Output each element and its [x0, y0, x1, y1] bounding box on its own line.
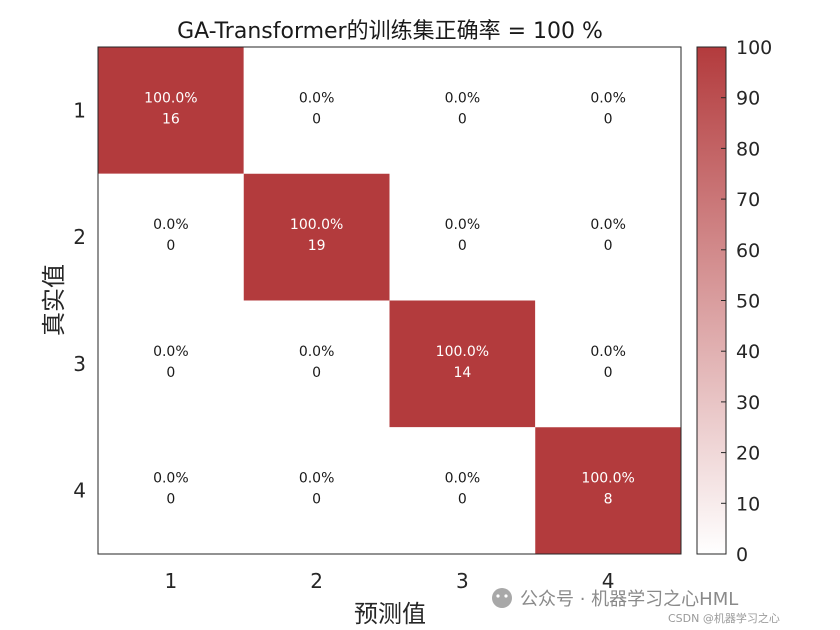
x-axis-label: 预测值	[354, 600, 426, 628]
wechat-icon-eye-right	[504, 594, 508, 598]
heatmap-cell	[243, 427, 390, 554]
colorbar-tick-label: 30	[736, 392, 760, 414]
watermark-subtext: CSDN @机器学习之心	[668, 611, 780, 625]
colorbar-tick-label: 70	[736, 189, 760, 211]
colorbar-tick-label: 80	[736, 138, 760, 160]
cell-percent-label: 0.0%	[445, 217, 481, 233]
cell-percent-label: 0.0%	[153, 217, 189, 233]
wechat-icon	[492, 588, 512, 608]
cell-percent-label: 0.0%	[299, 344, 335, 360]
heatmap-cell	[243, 47, 390, 174]
colorbar-tick-label: 10	[736, 493, 760, 515]
cell-count-label: 16	[162, 111, 180, 127]
watermark-text: 公众号 · 机器学习之心HML	[520, 589, 738, 610]
cell-count-label: 0	[166, 238, 175, 254]
y-tick-labels: 1 2 3 4	[73, 98, 86, 502]
heatmap-cell	[98, 47, 244, 174]
cell-count-label: 0	[458, 492, 467, 508]
cell-count-label: 0	[604, 111, 613, 127]
cell-percent-label: 100.0%	[290, 217, 343, 233]
cell-count-label: 0	[604, 365, 613, 381]
heatmap-cell	[535, 300, 681, 428]
cell-percent-label: 0.0%	[590, 90, 626, 106]
heatmap-cell	[535, 427, 681, 554]
chart-title: GA-Transformer的训练集正确率 = 100 %	[177, 19, 603, 44]
y-tick-label: 4	[73, 479, 86, 503]
cell-percent-label: 0.0%	[590, 344, 626, 360]
x-tick-label: 1	[165, 569, 178, 593]
colorbar-tick-label: 40	[736, 341, 760, 363]
colorbar-tick-label: 20	[736, 443, 760, 465]
plot-frame	[97, 46, 682, 555]
cell-count-label: 19	[308, 238, 326, 254]
heatmap-cell	[389, 47, 536, 174]
colorbar-tick-label: 100	[736, 37, 772, 59]
cell-percent-label: 0.0%	[299, 471, 335, 487]
cell-count-label: 0	[458, 238, 467, 254]
y-axis-label: 真实值	[40, 264, 68, 336]
cell-percent-label: 0.0%	[590, 217, 626, 233]
x-tick-labels: 1 2 3 4	[165, 569, 615, 593]
y-tick-label: 1	[73, 98, 86, 122]
x-tick-label: 4	[602, 569, 615, 593]
heatmap-cell	[389, 173, 536, 301]
cell-count-label: 0	[604, 238, 613, 254]
cell-percent-label: 0.0%	[153, 471, 189, 487]
cell-count-label: 0	[166, 365, 175, 381]
heatmap-cell	[98, 427, 244, 554]
cell-percent-label: 100.0%	[581, 471, 634, 487]
heatmap-cell	[98, 173, 244, 301]
cell-percent-label: 0.0%	[445, 90, 481, 106]
x-tick-label: 2	[310, 569, 323, 593]
cell-count-label: 14	[453, 365, 471, 381]
cell-count-label: 0	[312, 111, 321, 127]
watermark: 公众号 · 机器学习之心HML CSDN @机器学习之心	[492, 588, 780, 625]
heatmap-cell	[389, 427, 536, 554]
heatmap-cell	[535, 47, 681, 174]
heatmap-cell	[243, 300, 390, 428]
cell-percent-label: 0.0%	[299, 90, 335, 106]
wechat-icon-eye-left	[496, 594, 500, 598]
y-tick-label: 3	[73, 352, 86, 376]
cell-count-label: 0	[166, 492, 175, 508]
colorbar-tick-label: 0	[736, 544, 748, 566]
cell-percent-label: 100.0%	[436, 344, 489, 360]
colorbar-ticks: 0 10 20 30 40 50 60 70 80 90 100	[721, 37, 772, 566]
cell-count-label: 0	[458, 111, 467, 127]
cell-count-label: 8	[604, 492, 613, 508]
cell-count-label: 0	[312, 492, 321, 508]
cell-percent-label: 0.0%	[445, 471, 481, 487]
heatmap-cell	[535, 173, 681, 301]
y-tick-label: 2	[73, 225, 86, 249]
heatmap-cells: 100.0% 16 0.0% 0 0.0% 0 0.0% 0 0.0% 0 100.0% 19 0.0%…	[98, 47, 681, 554]
cell-percent-label: 0.0%	[153, 344, 189, 360]
x-tick-label: 3	[456, 569, 469, 593]
heatmap-cell	[389, 300, 536, 428]
colorbar-tick-label: 50	[736, 291, 760, 313]
heatmap-cell	[98, 300, 244, 428]
colorbar-tick-label: 90	[736, 88, 760, 110]
cell-count-label: 0	[312, 365, 321, 381]
cell-percent-label: 100.0%	[144, 90, 197, 106]
colorbar-tick-label: 60	[736, 240, 760, 262]
heatmap-cell	[243, 173, 390, 301]
